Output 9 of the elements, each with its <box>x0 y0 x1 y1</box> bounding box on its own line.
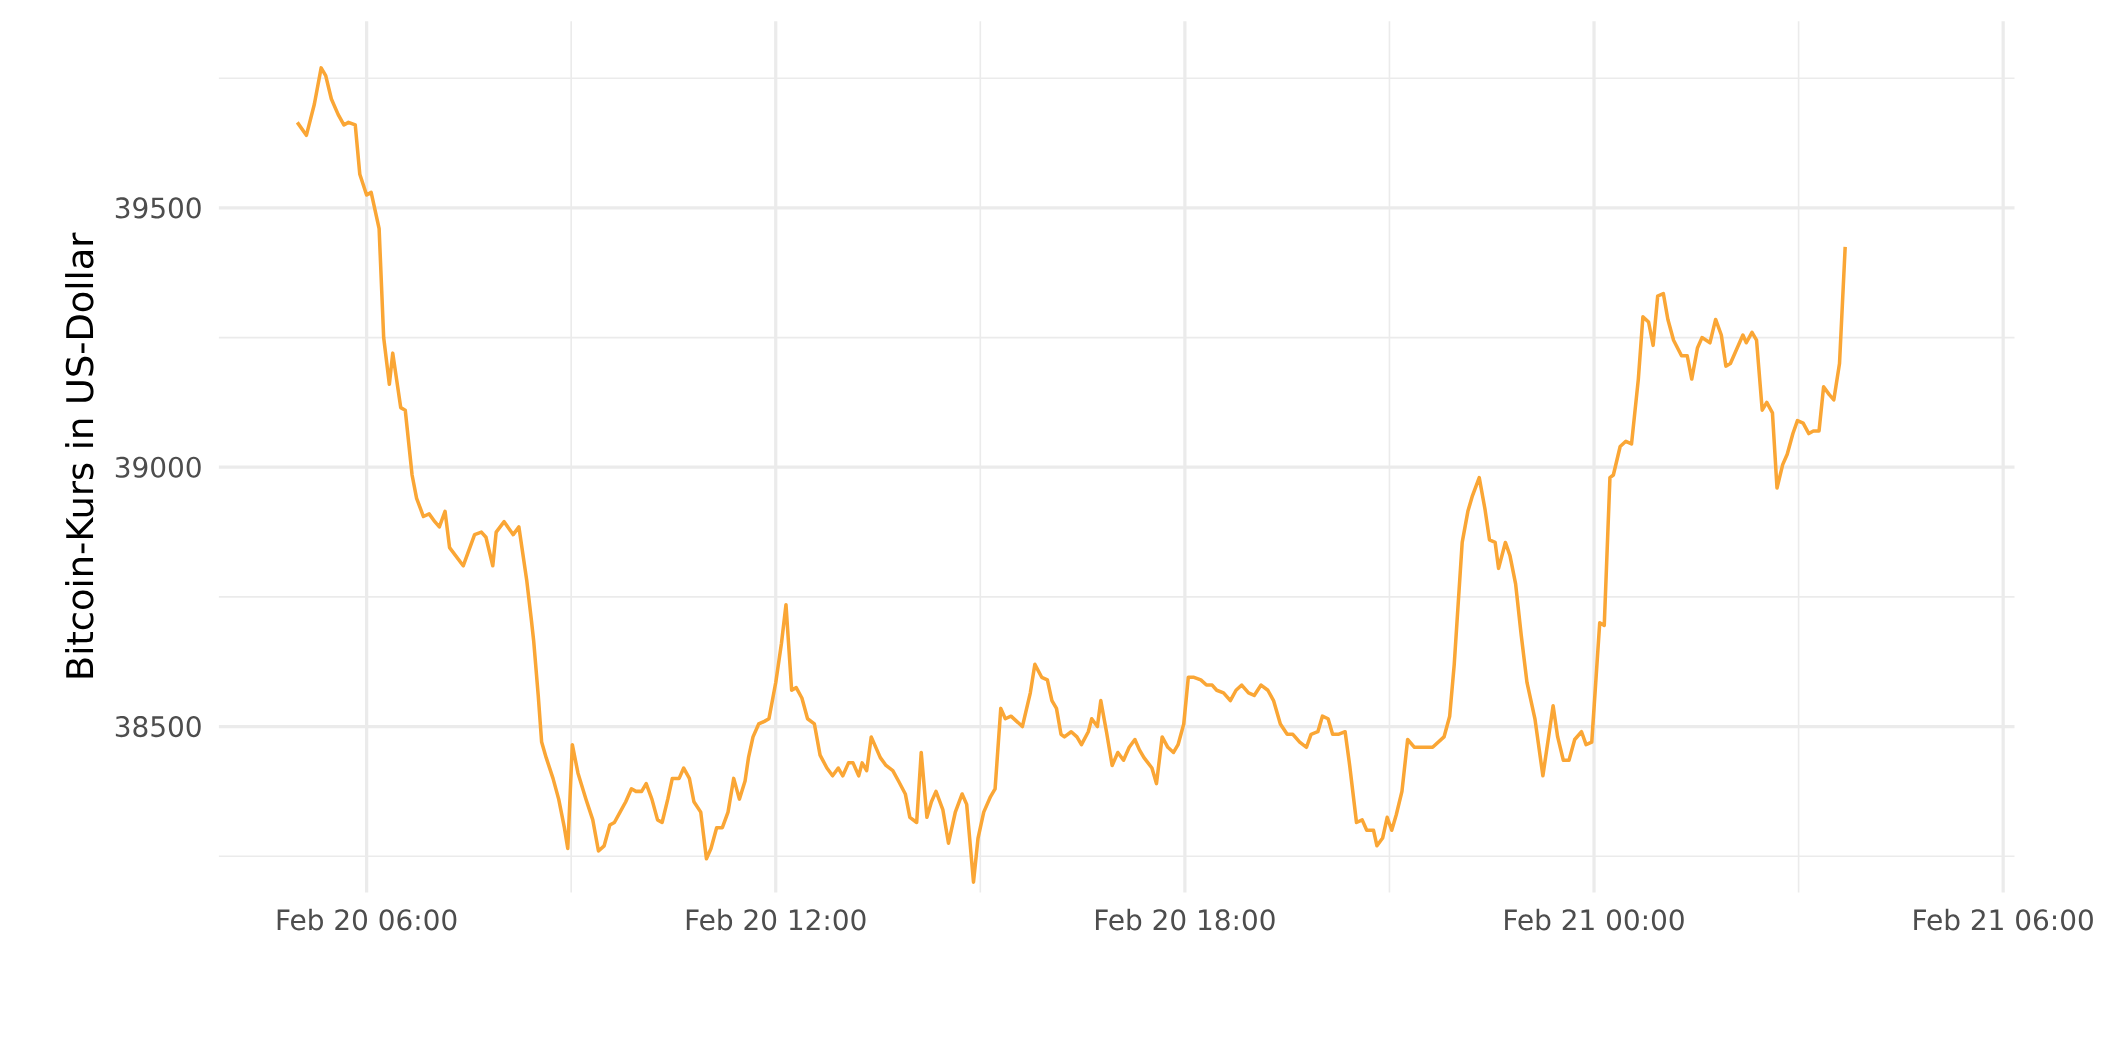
x-tick-label: Feb 20 12:00 <box>686 908 866 931</box>
y-tick-label: 38500 <box>115 715 201 737</box>
x-tick-label: Feb 21 00:00 <box>1505 908 1684 931</box>
y-tick-label: 39000 <box>115 456 201 478</box>
x-tick-label: Feb 20 06:00 <box>277 908 457 931</box>
y-tick-label: 39500 <box>115 197 201 219</box>
x-tick-label: Feb 20 18:00 <box>1095 908 1275 931</box>
x-tick-label: Feb 21 06:00 <box>1914 908 2093 931</box>
y-axis-title: Bitcoin-Kurs in US-Dollar <box>65 232 94 678</box>
